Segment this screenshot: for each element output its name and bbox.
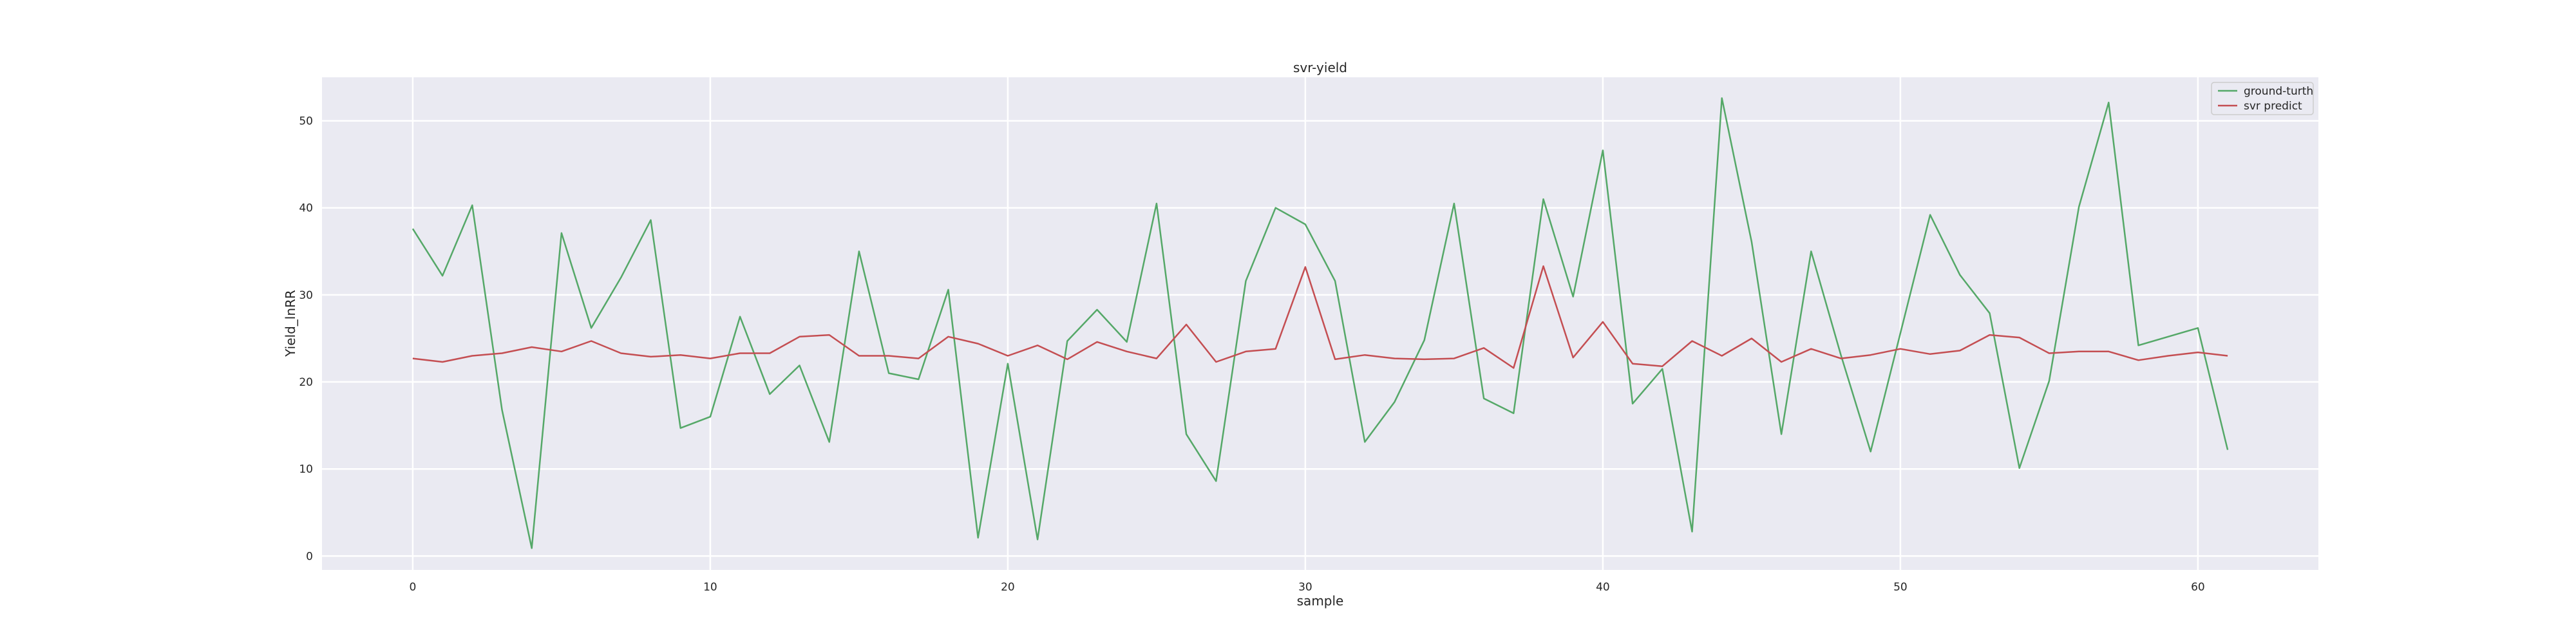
- y-tick-label: 40: [299, 202, 313, 215]
- chart-title: svr-yield: [1293, 60, 1347, 75]
- x-axis-ticks: 0 10 20 30 40 50 60: [409, 581, 2204, 594]
- y-tick-label: 10: [299, 463, 313, 476]
- x-tick-label: 50: [1893, 581, 1908, 594]
- x-axis-label: sample: [1297, 593, 1344, 609]
- x-tick-label: 40: [1596, 581, 1610, 594]
- x-tick-label: 30: [1298, 581, 1312, 594]
- x-tick-label: 10: [703, 581, 717, 594]
- grid-lines: [322, 77, 2318, 570]
- y-tick-label: 20: [299, 376, 313, 389]
- legend-label-svr-predict: svr predict: [2244, 100, 2302, 113]
- series-lines: [412, 97, 2229, 549]
- y-tick-label: 0: [306, 550, 313, 563]
- y-axis-label: Yield_lnRR: [283, 290, 298, 357]
- x-tick-label: 0: [409, 581, 416, 594]
- x-tick-label: 20: [1001, 581, 1015, 594]
- legend-label-ground-turth: ground-turth: [2244, 85, 2313, 98]
- y-tick-label: 50: [299, 115, 313, 128]
- x-tick-label: 60: [2191, 581, 2205, 594]
- series-line-svr-predict: [412, 265, 2228, 369]
- y-axis-ticks: 0 10 20 30 40 50: [299, 115, 313, 564]
- y-tick-label: 30: [299, 289, 313, 302]
- plot-area: [322, 77, 2318, 570]
- legend: ground-turth svr predict: [2211, 82, 2314, 115]
- series-line-ground-turth: [412, 97, 2229, 549]
